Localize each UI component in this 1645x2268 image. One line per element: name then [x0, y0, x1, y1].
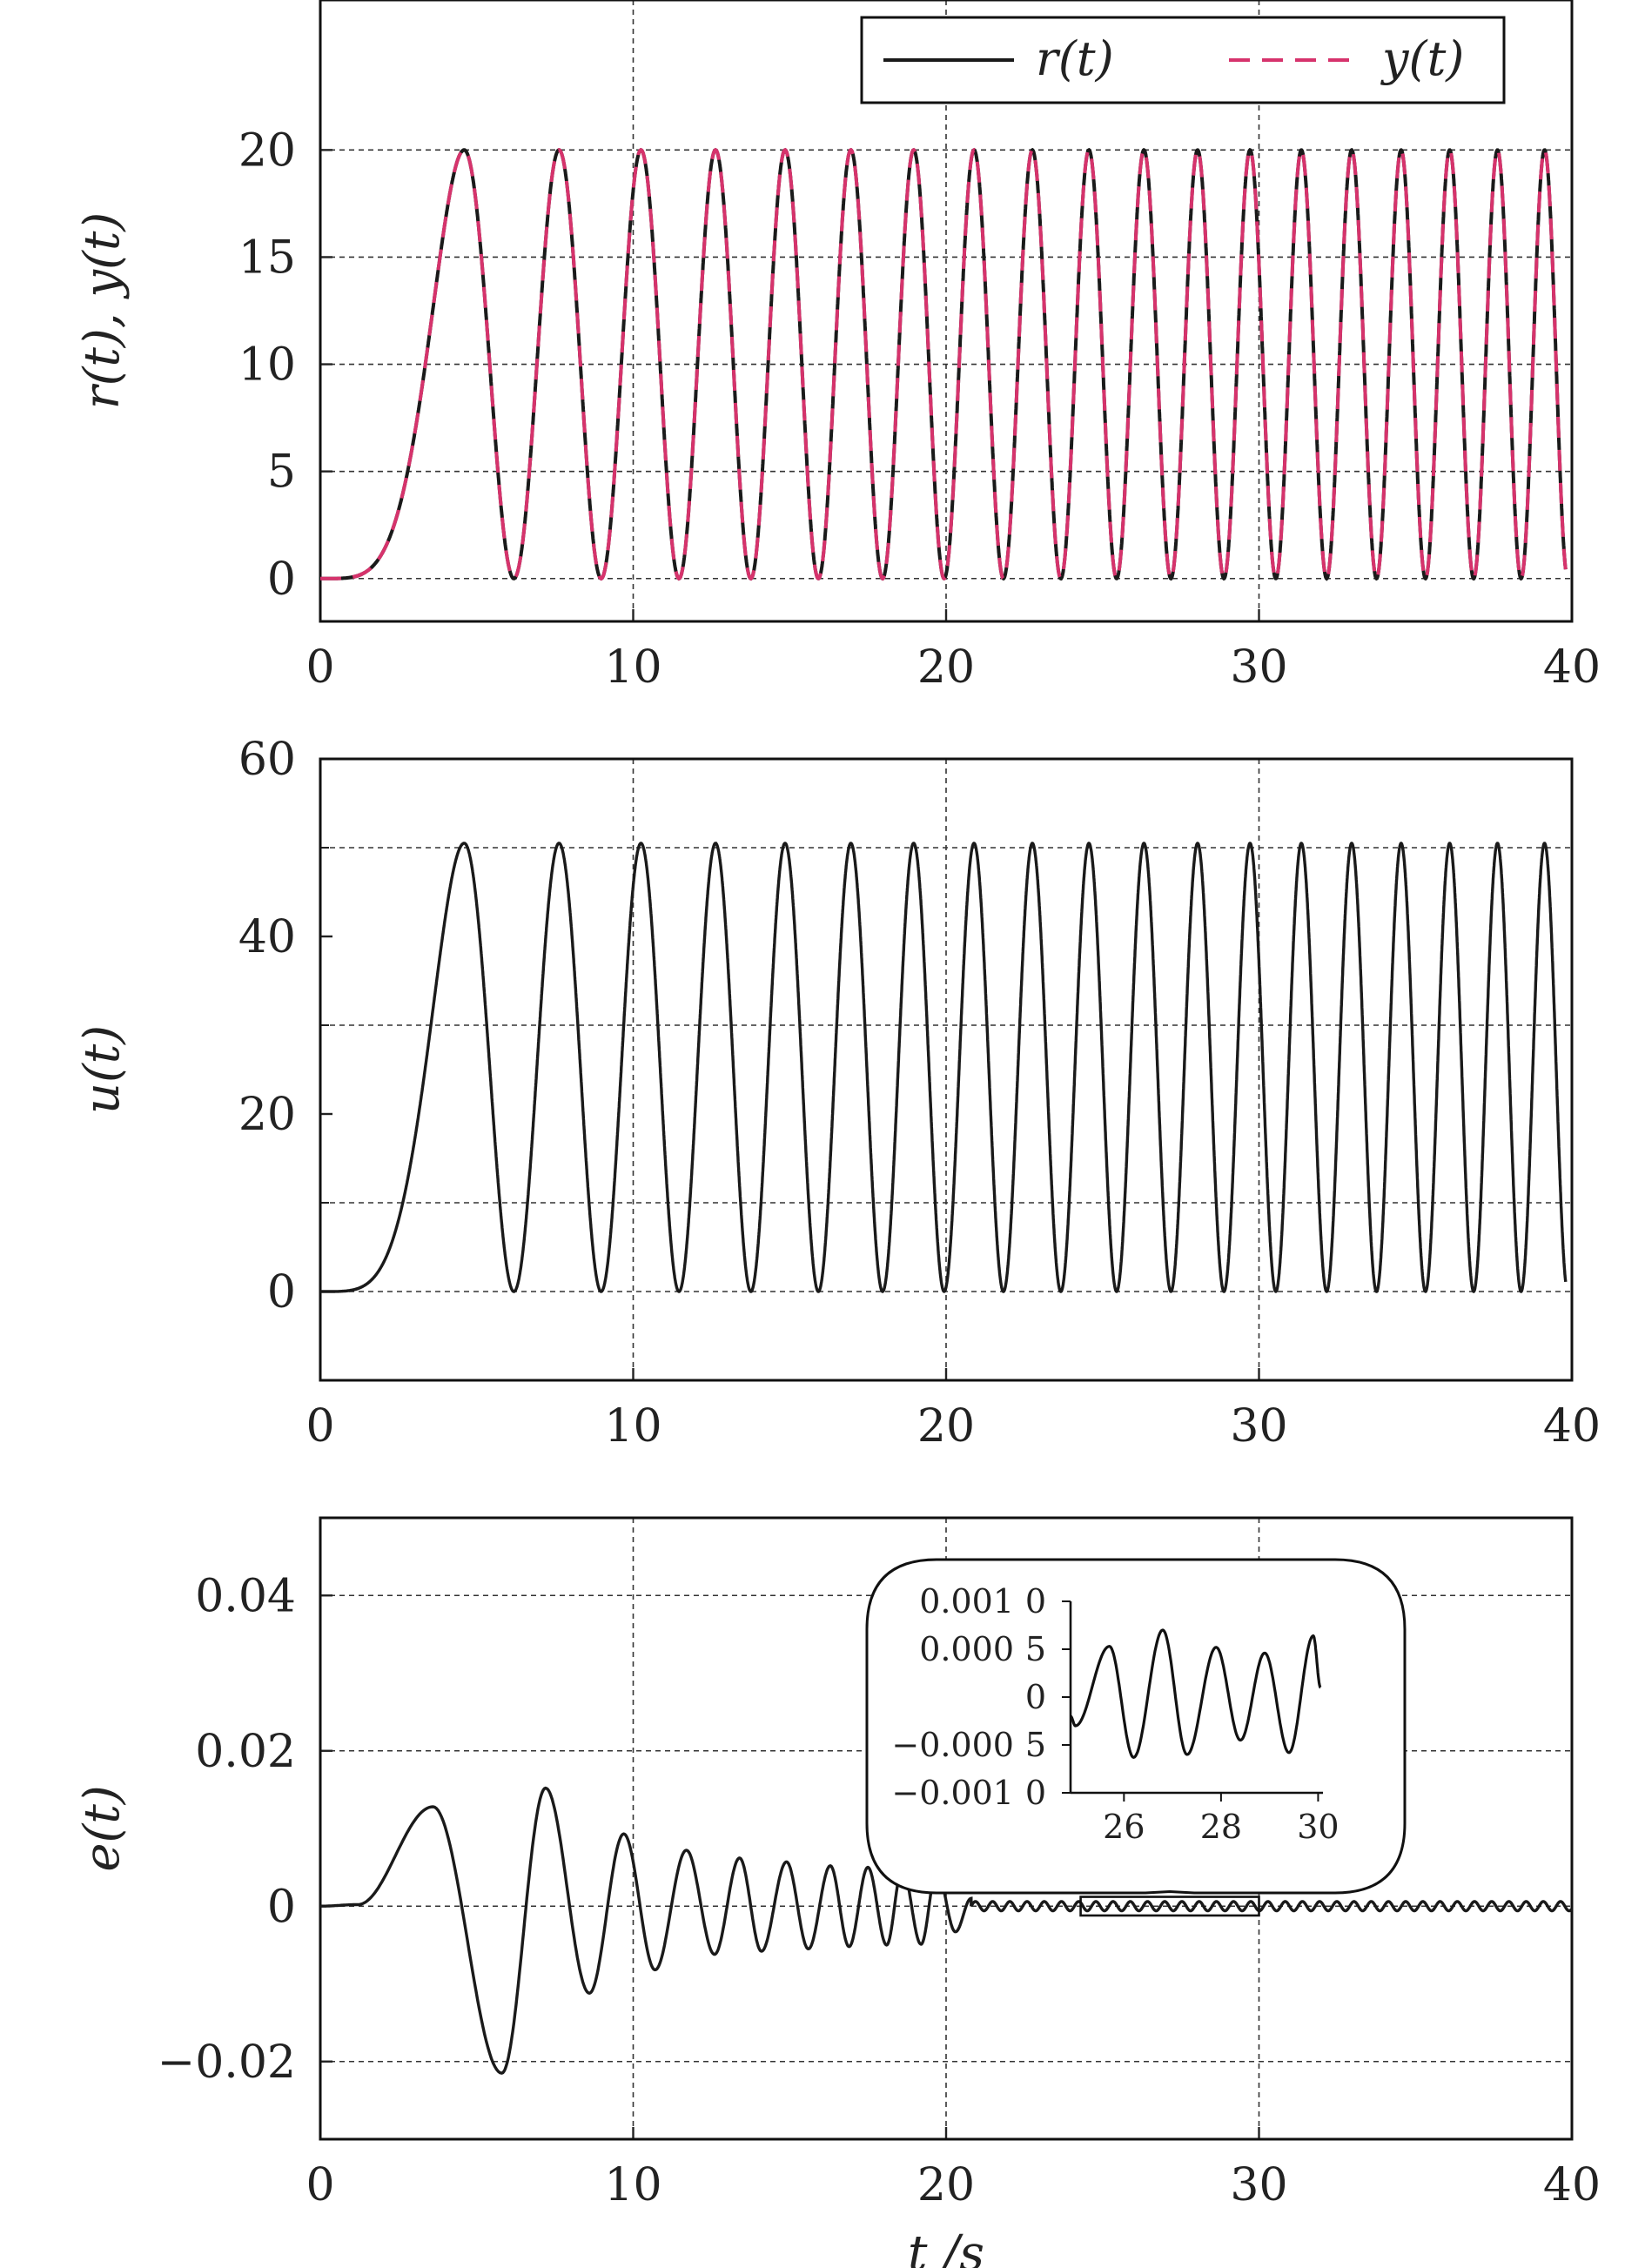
inset-x-tick-label: 26: [1103, 1808, 1145, 1846]
inset-y-tick-digit: 0: [1025, 1774, 1046, 1812]
legend: r(t) y(t): [860, 16, 1506, 104]
x-tick-label: 10: [604, 2159, 661, 2211]
x-tick-label: 40: [1543, 2159, 1601, 2211]
y-tick-label: 40: [238, 911, 296, 963]
control-input-panel: 0 10 20 30 40 0 20 40 60 u(t): [74, 734, 1601, 1453]
tracking-panel: 0 10 20 30 40 0 5 10 15 20 r(t), y(t) r(t) y(t): [74, 0, 1601, 694]
y-tick-label: 0.02: [195, 1726, 296, 1778]
x-tick-label: 20: [917, 2159, 975, 2211]
axes-frame: [319, 757, 1574, 1382]
y-axis-label: r(t), y(t): [74, 212, 131, 409]
x-tick-label: 30: [1230, 641, 1287, 694]
y-tick-label: 20: [238, 1089, 296, 1141]
y-tick-label: 0: [267, 1266, 296, 1319]
y-tick-label: 15: [238, 231, 296, 284]
legend-label-y: y(t): [1380, 31, 1464, 86]
x-tick-label: 10: [604, 1400, 661, 1453]
y-tick-label: 10: [238, 339, 296, 392]
x-tick-label: 30: [1230, 2159, 1287, 2211]
y-tick-label: 5: [267, 446, 296, 499]
x-tick-label: 0: [306, 1400, 334, 1453]
y-tick-label: 60: [238, 734, 296, 786]
inset-y-tick-label: −0.001: [891, 1774, 1014, 1812]
u-series-line: [320, 842, 1568, 1293]
x-tick-label: 10: [604, 641, 661, 694]
x-tick-label: 0: [306, 2159, 334, 2211]
x-tick-label: 20: [917, 1400, 975, 1453]
inset-y-tick-digit: 0: [1025, 1678, 1046, 1716]
y-series-line: [320, 147, 1568, 581]
inset-y-tick-digit: 5: [1025, 1726, 1046, 1764]
y-tick-label: −0.02: [158, 2037, 296, 2089]
legend-label-r: r(t): [1036, 31, 1114, 86]
inset-axes: 0.001 0 0.000 5 0 −0.000 5 −0.001 0 26 28 30: [891, 1582, 1339, 1846]
x-axis-label: t /s: [908, 2225, 984, 2268]
axes-frame: [319, 0, 1574, 623]
axes-frame: [319, 1516, 1574, 2141]
inset-x-tick-label: 28: [1200, 1808, 1242, 1846]
y-axis-label: e(t): [74, 1785, 131, 1871]
y-tick-label: 0.04: [195, 1570, 296, 1622]
e-series-line: [319, 1786, 1574, 2075]
x-tick-label: 0: [306, 641, 334, 694]
y-tick-label: 20: [238, 124, 296, 177]
x-tick-label: 20: [917, 641, 975, 694]
y-tick-label: 0: [267, 1881, 296, 1933]
inset-callout: [865, 1558, 1407, 1895]
zoom-region-box: [1079, 1896, 1260, 1917]
x-tick-label: 30: [1230, 1400, 1287, 1453]
x-tick-label: 40: [1543, 1400, 1601, 1453]
inset-x-tick-label: 30: [1297, 1808, 1339, 1846]
x-tick-label: 40: [1543, 641, 1601, 694]
inset-y-tick-digit: 0: [1025, 1582, 1046, 1620]
y-axis-label: u(t): [74, 1025, 131, 1114]
inset-y-tick-label: −0.000: [891, 1726, 1014, 1764]
y-tick-label: 0: [267, 554, 296, 606]
inset-y-tick-label: 0.001: [919, 1582, 1014, 1620]
inset-y-tick-label: 0.000: [919, 1630, 1014, 1668]
inset-e-series-line: [1070, 1628, 1322, 1759]
inset-y-tick-digit: 5: [1025, 1630, 1046, 1668]
